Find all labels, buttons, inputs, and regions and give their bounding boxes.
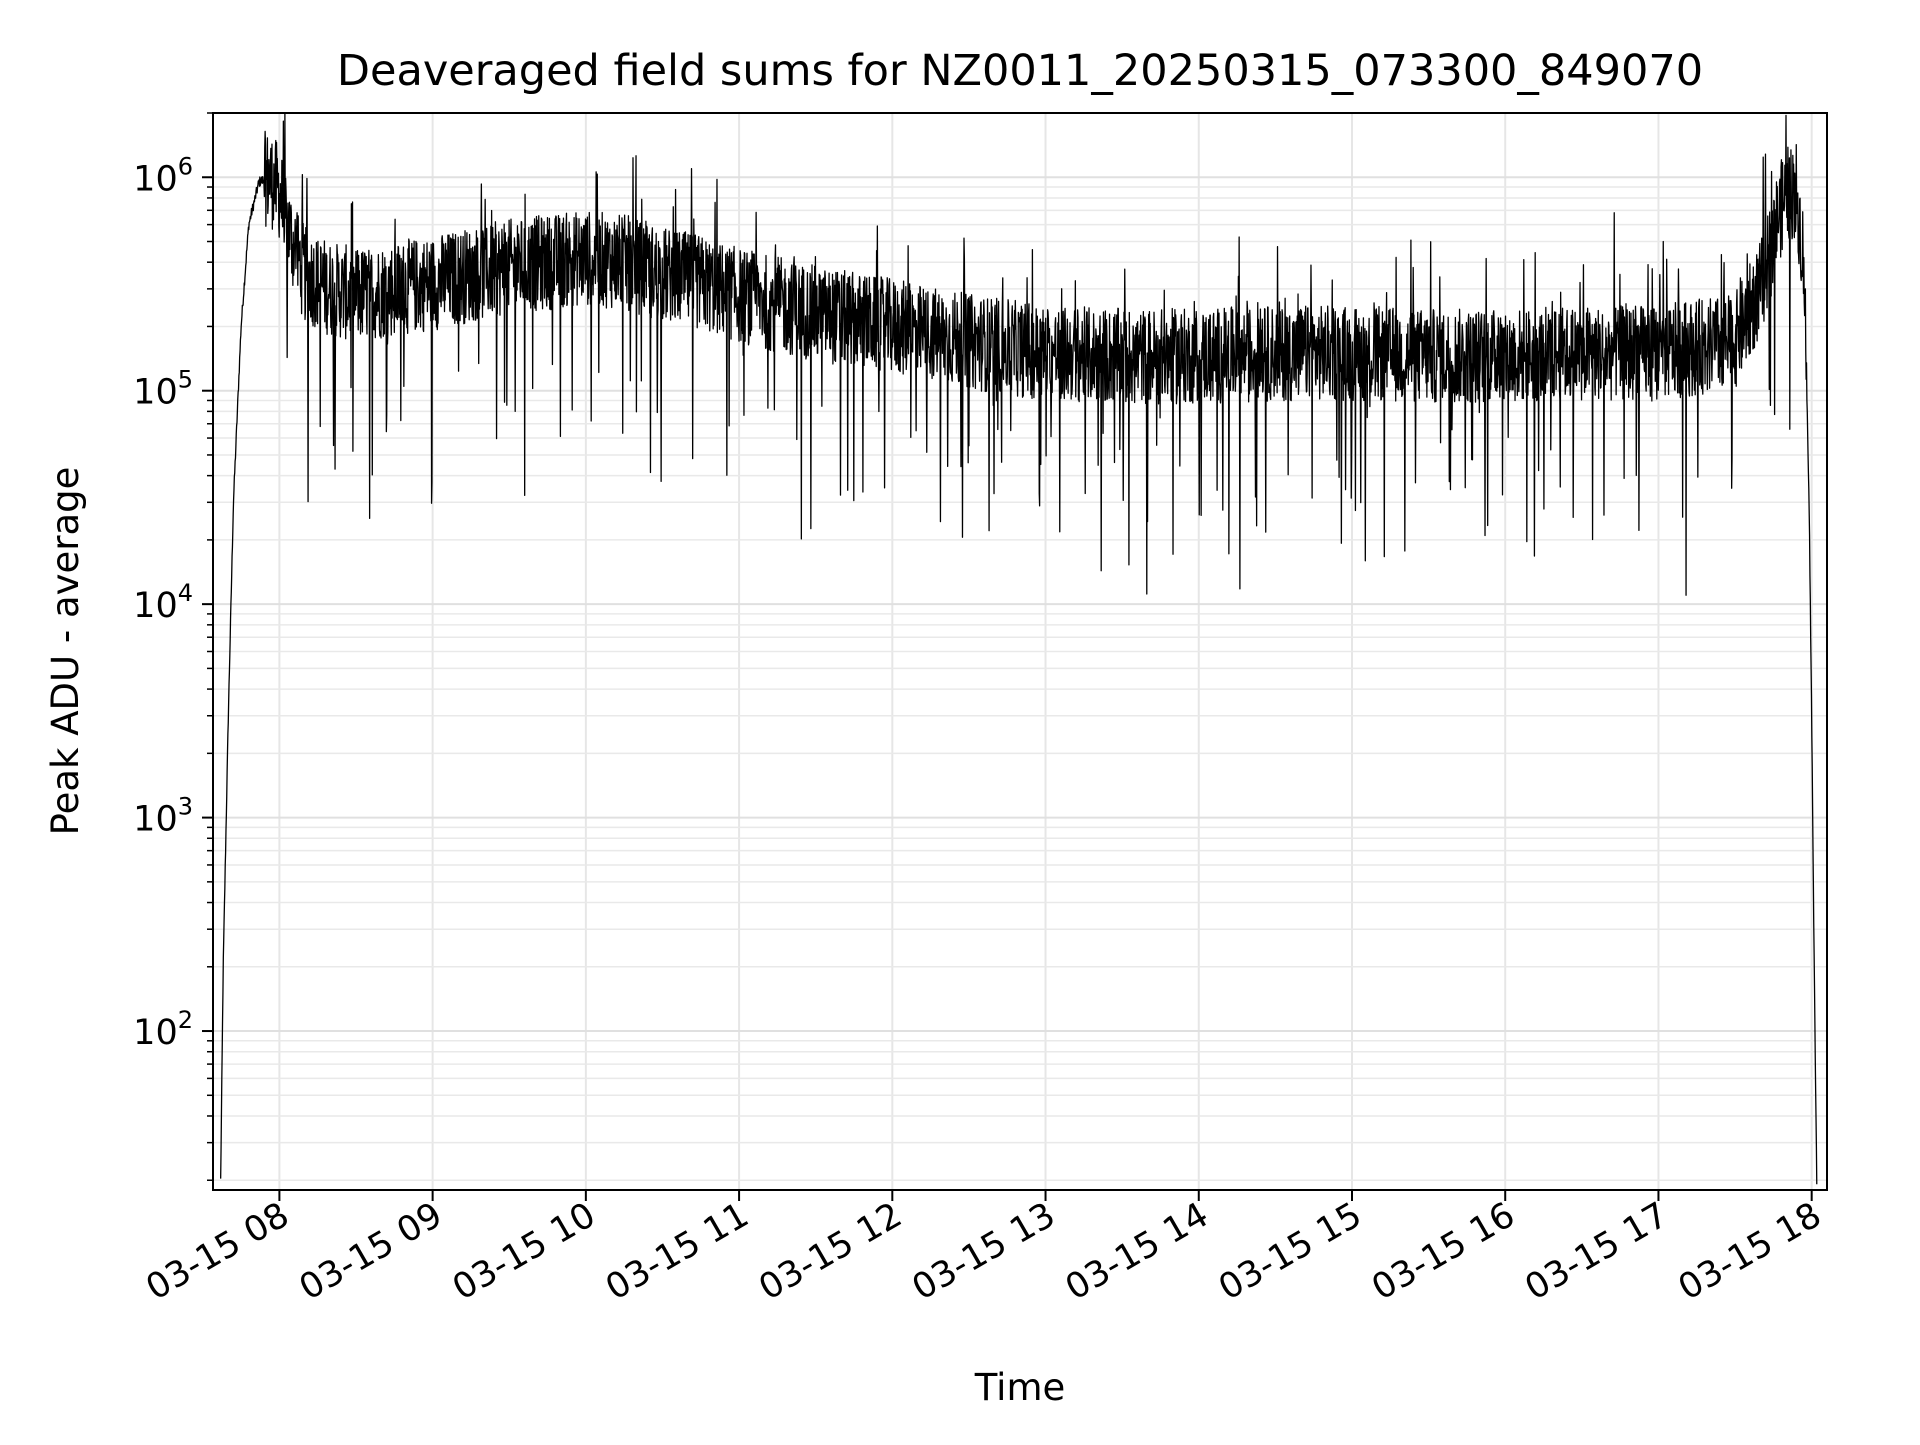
- chart-title: Deaveraged field sums for NZ0011_2025031…: [337, 46, 1703, 96]
- series-layer: [220, 112, 1818, 1185]
- y-tick-exponent: 2: [178, 1006, 193, 1034]
- series-line: [220, 112, 1818, 1185]
- y-tick-exponent: 3: [178, 793, 193, 821]
- x-axis-label: Time: [974, 1366, 1066, 1409]
- y-tick-exponent: 6: [178, 152, 193, 180]
- y-axis-label: Peak ADU - average: [44, 467, 87, 836]
- grid: [213, 112, 1827, 1190]
- y-tick-exponent: 4: [178, 579, 193, 607]
- y-tick-exponent: 5: [178, 366, 193, 394]
